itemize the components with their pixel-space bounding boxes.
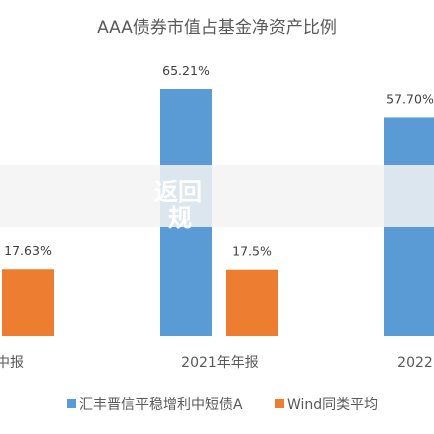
data-label-fund-2: 57.70%	[386, 91, 434, 106]
bar-avg-0	[2, 269, 54, 336]
category-label-1: 2021年年报	[181, 355, 259, 371]
legend-label-0: 汇丰晋信平稳增利中短债A	[79, 397, 243, 413]
data-label-avg-0: 17.63%	[4, 243, 52, 258]
bar-avg-1	[226, 269, 278, 336]
category-label-0: 中报	[0, 355, 24, 371]
chart-title: AAA债券市值占基金净资产比例	[97, 18, 337, 38]
overlay-banner	[0, 165, 434, 227]
legend-swatch-0	[67, 399, 76, 408]
category-label-2: 2022	[397, 355, 433, 371]
legend-label-1: Wind同类平均	[287, 397, 378, 413]
overlay-text-line2: 规	[168, 204, 192, 232]
overlay-text-line1: 返回	[154, 178, 202, 206]
data-label-fund-1: 65.21%	[162, 63, 210, 78]
data-label-avg-1: 17.5%	[232, 244, 272, 259]
legend-swatch-1	[275, 399, 284, 408]
